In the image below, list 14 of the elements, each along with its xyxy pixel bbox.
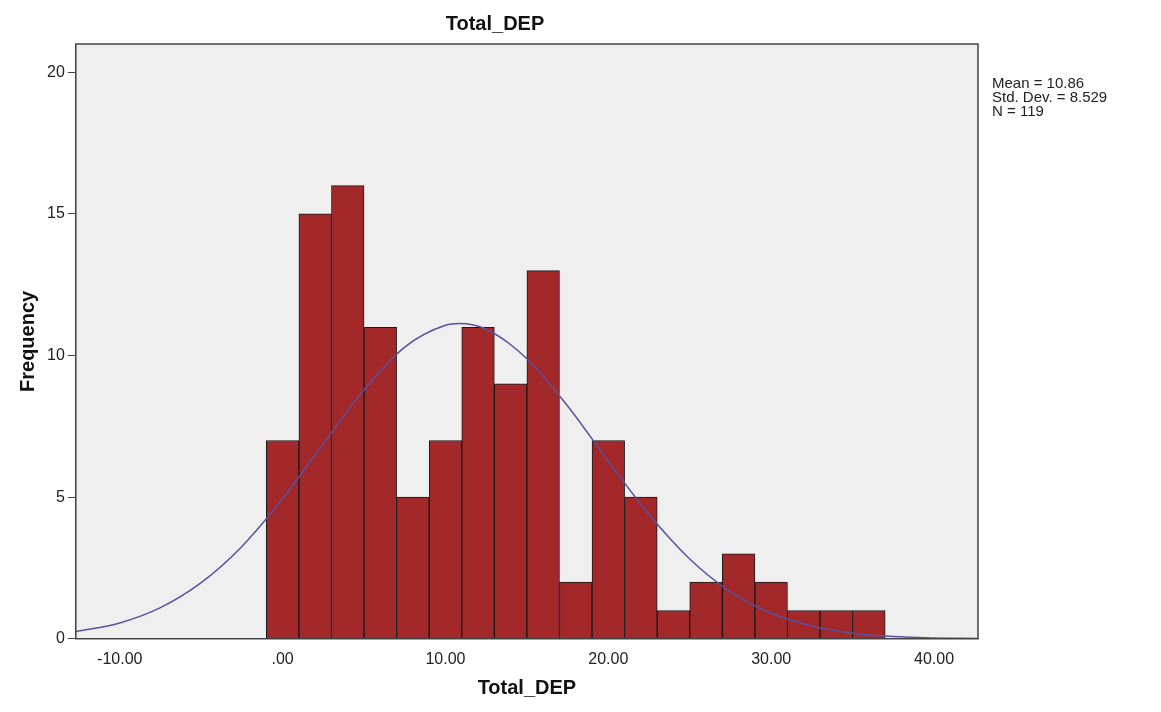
y-tick-label: 5 <box>55 487 65 505</box>
x-tick-label: .00 <box>271 649 294 667</box>
x-tick-label: 40.00 <box>914 649 955 667</box>
x-tick-label: 30.00 <box>751 649 792 667</box>
y-axis-title: Frequency <box>15 289 38 392</box>
x-tick-label: 20.00 <box>588 649 629 667</box>
y-tick-label: 10 <box>47 345 65 363</box>
x-tick-label: -10.00 <box>97 649 143 667</box>
x-axis-title: Total_DEP <box>477 675 577 698</box>
y-tick-label: 20 <box>47 62 65 80</box>
y-tick-label: 15 <box>47 204 65 222</box>
chart-title: Total_DEP <box>445 11 545 34</box>
y-tick-label: 0 <box>55 629 65 647</box>
x-tick-label: 10.00 <box>425 649 466 667</box>
